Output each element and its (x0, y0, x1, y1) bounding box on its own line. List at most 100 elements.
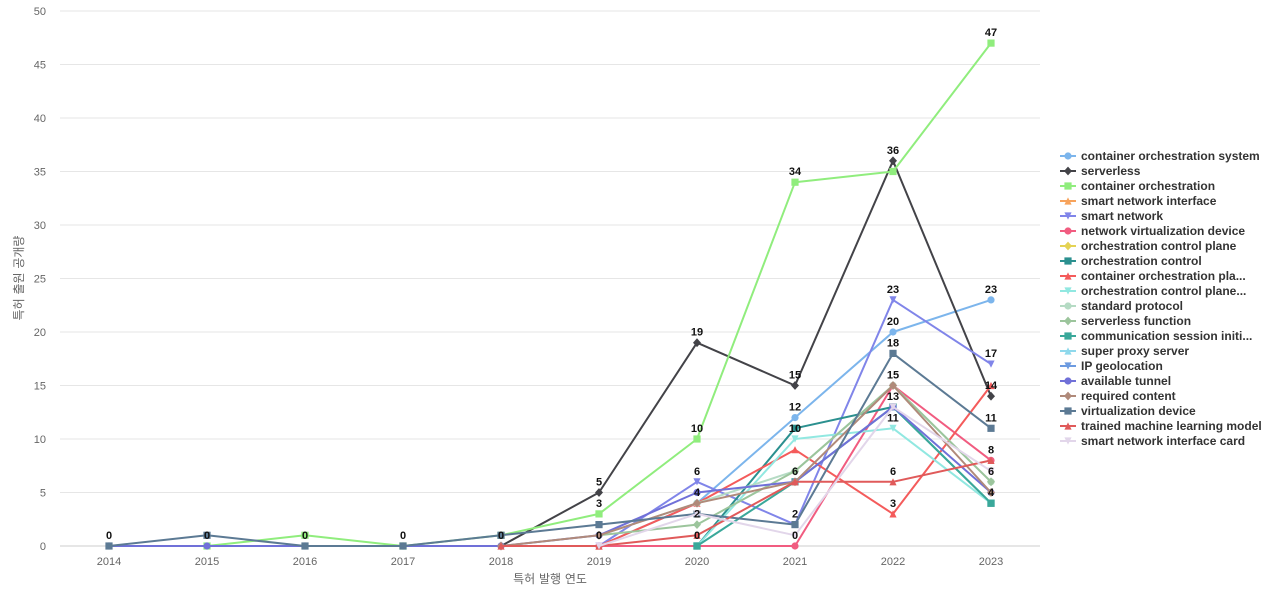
legend-label[interactable]: container orchestration (1081, 179, 1215, 193)
data-point[interactable] (203, 531, 211, 539)
legend-item[interactable]: trained machine learning model (1060, 419, 1262, 433)
series-line[interactable] (206, 42, 992, 547)
data-point[interactable] (595, 488, 603, 497)
data-point[interactable] (791, 178, 799, 186)
legend-label[interactable]: smart network (1081, 209, 1163, 223)
legend-label[interactable]: container orchestration system (1081, 149, 1260, 163)
data-point[interactable] (693, 488, 701, 497)
legend-item[interactable]: orchestration control plane (1060, 239, 1237, 253)
legend-label[interactable]: orchestration control plane... (1081, 284, 1246, 298)
legend-marker[interactable] (1064, 227, 1072, 235)
data-point[interactable] (595, 521, 603, 529)
legend-label[interactable]: container orchestration pla... (1081, 269, 1246, 283)
legend-marker[interactable] (1064, 257, 1072, 265)
series-15[interactable] (105, 403, 995, 550)
legend-label[interactable]: standard protocol (1081, 299, 1183, 313)
data-point[interactable] (791, 466, 799, 476)
data-point[interactable] (693, 520, 701, 529)
data-point[interactable] (889, 328, 897, 336)
series-2[interactable] (203, 39, 995, 550)
series-line[interactable] (500, 159, 992, 547)
data-point[interactable] (889, 167, 897, 176)
legend-item[interactable]: container orchestration (1060, 179, 1215, 193)
legend-label[interactable]: IP geolocation (1081, 359, 1163, 373)
data-point[interactable] (497, 542, 505, 550)
legend-marker[interactable] (1064, 347, 1072, 355)
data-point[interactable] (987, 381, 995, 390)
legend-label[interactable]: smart network interface (1081, 194, 1217, 208)
legend-item[interactable]: orchestration control (1060, 254, 1202, 268)
legend-item[interactable]: smart network interface card (1060, 434, 1245, 448)
data-point[interactable] (987, 488, 995, 497)
legend-label[interactable]: serverless function (1081, 314, 1191, 328)
legend-label[interactable]: communication session initi... (1081, 329, 1252, 343)
data-point[interactable] (693, 510, 701, 518)
data-point[interactable] (791, 521, 799, 529)
legend-label[interactable]: trained machine learning model (1081, 419, 1262, 433)
data-point[interactable] (987, 424, 995, 432)
data-point[interactable] (987, 499, 995, 507)
data-point[interactable] (105, 542, 113, 550)
data-point[interactable] (497, 531, 505, 539)
data-point[interactable] (791, 446, 799, 454)
legend-item[interactable]: network virtualization device (1060, 224, 1245, 238)
legend-marker[interactable] (1064, 272, 1072, 280)
data-point[interactable] (889, 349, 897, 357)
legend-label[interactable]: network virtualization device (1081, 224, 1245, 238)
legend-marker[interactable] (1064, 377, 1072, 385)
series-7[interactable] (693, 403, 995, 550)
legend-item[interactable]: standard protocol (1060, 299, 1183, 313)
data-point[interactable] (301, 542, 309, 550)
legend-marker[interactable] (1064, 302, 1072, 310)
legend-marker[interactable] (1064, 332, 1072, 340)
legend-item[interactable]: available tunnel (1060, 374, 1171, 388)
data-point[interactable] (889, 424, 897, 432)
series-line[interactable] (108, 352, 992, 547)
data-point[interactable] (693, 435, 701, 443)
legend-label[interactable]: virtualization device (1081, 404, 1196, 418)
legend-label[interactable]: orchestration control plane (1081, 239, 1237, 253)
legend-item[interactable]: IP geolocation (1060, 359, 1163, 373)
data-point[interactable] (791, 424, 799, 432)
data-point[interactable] (595, 510, 603, 518)
data-point[interactable] (791, 414, 799, 422)
legend-item[interactable]: serverless (1060, 164, 1141, 178)
data-point[interactable] (987, 39, 995, 47)
series-11[interactable] (595, 381, 995, 540)
data-point[interactable] (693, 498, 701, 508)
legend-marker[interactable] (1064, 166, 1072, 176)
legend-marker[interactable] (1064, 391, 1072, 401)
legend-item[interactable]: required content (1060, 389, 1176, 403)
data-point[interactable] (791, 381, 799, 390)
legend-marker[interactable] (1064, 422, 1072, 430)
legend-item[interactable]: smart network (1060, 209, 1163, 223)
legend-label[interactable]: available tunnel (1081, 374, 1171, 388)
data-point[interactable] (889, 478, 897, 486)
series-line[interactable] (501, 459, 992, 547)
legend-item[interactable]: communication session initi... (1060, 329, 1252, 343)
data-point[interactable] (203, 542, 211, 550)
legend-item[interactable]: super proxy server (1060, 344, 1189, 358)
series-12[interactable] (693, 403, 995, 550)
legend-item[interactable]: container orchestration system (1060, 149, 1260, 163)
legend[interactable]: container orchestration systemserverless… (1060, 149, 1262, 448)
data-point[interactable] (791, 542, 799, 550)
legend-marker[interactable] (1064, 407, 1072, 415)
data-point[interactable] (889, 403, 897, 411)
data-point[interactable] (301, 531, 309, 539)
legend-label[interactable]: smart network interface card (1081, 434, 1245, 448)
data-point[interactable] (595, 542, 603, 550)
legend-marker[interactable] (1064, 182, 1072, 190)
legend-marker[interactable] (1064, 437, 1072, 445)
data-point[interactable] (399, 542, 407, 550)
legend-label[interactable]: required content (1081, 389, 1176, 403)
legend-item[interactable]: virtualization device (1060, 404, 1196, 418)
legend-label[interactable]: super proxy server (1081, 344, 1189, 358)
data-point[interactable] (987, 296, 995, 304)
series-18[interactable] (497, 456, 995, 550)
data-point[interactable] (791, 478, 799, 486)
data-point[interactable] (693, 531, 701, 539)
data-point[interactable] (693, 478, 701, 486)
data-point[interactable] (987, 477, 995, 487)
legend-item[interactable]: serverless function (1060, 314, 1191, 328)
